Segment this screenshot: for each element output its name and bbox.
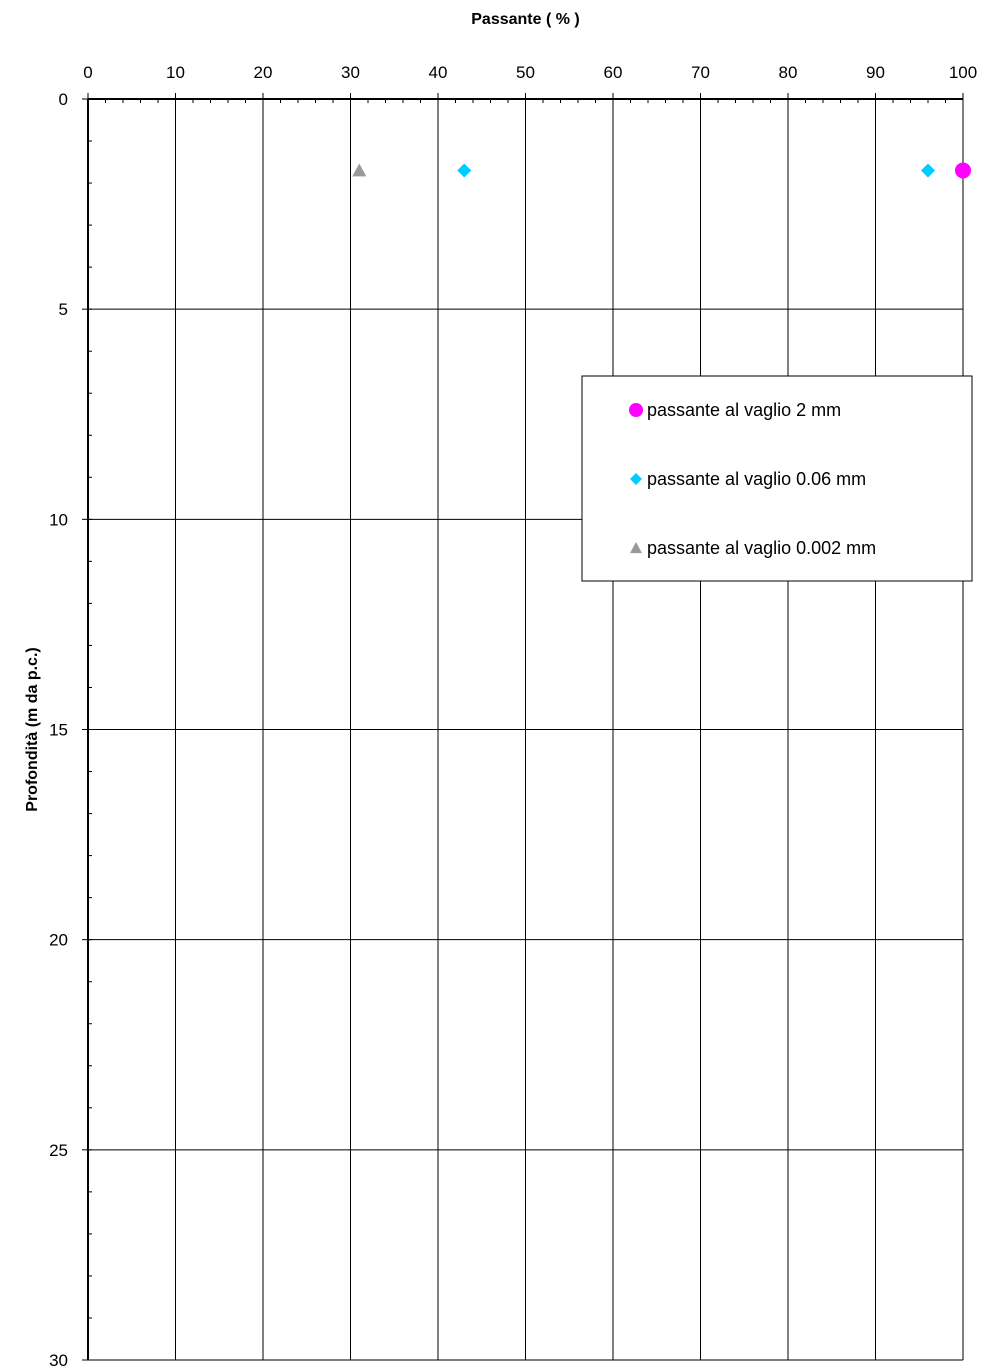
x-axis-title: Passante ( % ) <box>471 11 579 28</box>
legend-label: passante al vaglio 0.002 mm <box>647 538 876 558</box>
y-tick-label: 0 <box>59 90 68 109</box>
y-tick-label: 20 <box>49 931 68 950</box>
data-point-circle <box>955 162 971 178</box>
y-tick-labels: 0 5 10 15 20 25 30 <box>49 90 68 1370</box>
y-axis-title: Profondità (m da p.c.) <box>24 647 41 811</box>
y-tick-label: 30 <box>49 1351 68 1370</box>
x-tick-labels: 0 10 20 30 40 50 60 70 80 90 100 <box>83 63 977 82</box>
legend-label: passante al vaglio 0.06 mm <box>647 469 866 489</box>
legend-label: passante al vaglio 2 mm <box>647 400 841 420</box>
x-tick-label: 50 <box>516 63 535 82</box>
grid-lines <box>88 99 963 1360</box>
y-tick-label: 15 <box>49 721 68 740</box>
x-tick-label: 30 <box>341 63 360 82</box>
x-tick-label: 40 <box>429 63 448 82</box>
data-points <box>352 162 971 178</box>
legend-marker-circle <box>629 403 643 417</box>
y-tick-label: 10 <box>49 510 68 529</box>
data-point-diamond <box>457 163 471 177</box>
y-tick-label: 25 <box>49 1141 68 1160</box>
x-tick-label: 90 <box>866 63 885 82</box>
x-tick-label: 70 <box>691 63 710 82</box>
x-tick-label: 60 <box>604 63 623 82</box>
x-tick-label: 0 <box>83 63 92 82</box>
x-tick-label: 20 <box>254 63 273 82</box>
axes <box>82 93 963 1360</box>
data-point-diamond <box>921 163 935 177</box>
x-tick-label: 100 <box>949 63 977 82</box>
x-tick-label: 80 <box>779 63 798 82</box>
data-point-triangle <box>352 163 366 176</box>
legend: passante al vaglio 2 mm passante al vagli… <box>582 376 972 581</box>
x-tick-label: 10 <box>166 63 185 82</box>
y-tick-label: 5 <box>59 300 68 319</box>
